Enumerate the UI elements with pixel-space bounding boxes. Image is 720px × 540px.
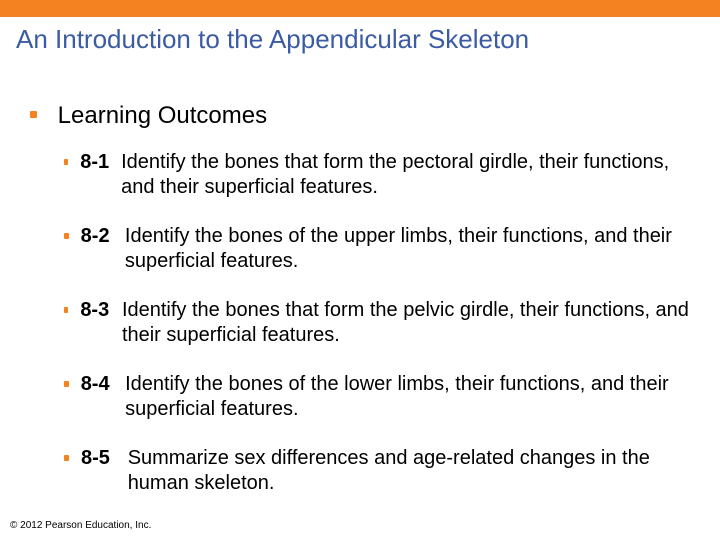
bullet-icon — [64, 455, 69, 461]
section-heading-text: Learning Outcomes — [58, 102, 267, 129]
slide-title: An Introduction to the Appendicular Skel… — [16, 24, 529, 55]
bullet-icon — [64, 307, 68, 313]
outcome-text: Identify the bones that form the pelvic … — [122, 298, 690, 348]
outcome-text: Identify the bones of the lower limbs, t… — [125, 372, 690, 422]
bullet-icon — [30, 111, 37, 118]
outcome-text: Identify the bones that form the pectora… — [121, 150, 690, 200]
slide: An Introduction to the Appendicular Skel… — [0, 0, 720, 540]
outcome-number: 8-3 — [80, 298, 112, 323]
top-accent-bar — [0, 0, 720, 17]
outcome-text: Identify the bones of the upper limbs, t… — [125, 224, 690, 274]
outcome-item: 8-3 Identify the bones that form the pelv… — [64, 298, 690, 348]
outcome-item: 8-1 Identify the bones that form the pect… — [64, 150, 690, 200]
outcome-item: 8-2 Identify the bones of the upper limbs… — [64, 224, 690, 274]
outcome-number: 8-1 — [80, 150, 111, 175]
outcome-item: 8-4 Identify the bones of the lower limbs… — [64, 372, 690, 422]
outcome-number: 8-5 — [81, 446, 118, 471]
copyright-footer: © 2012 Pearson Education, Inc. — [10, 520, 151, 531]
outcome-number: 8-4 — [81, 372, 115, 397]
section-heading: Learning Outcomes — [30, 102, 267, 130]
outcome-text: Summarize sex differences and age-relate… — [128, 446, 690, 496]
bullet-icon — [64, 233, 69, 239]
bullet-icon — [64, 159, 68, 165]
outcome-number: 8-2 — [81, 224, 115, 249]
outcome-item: 8-5 Summarize sex differences and age-rel… — [64, 446, 690, 496]
bullet-icon — [64, 381, 69, 387]
